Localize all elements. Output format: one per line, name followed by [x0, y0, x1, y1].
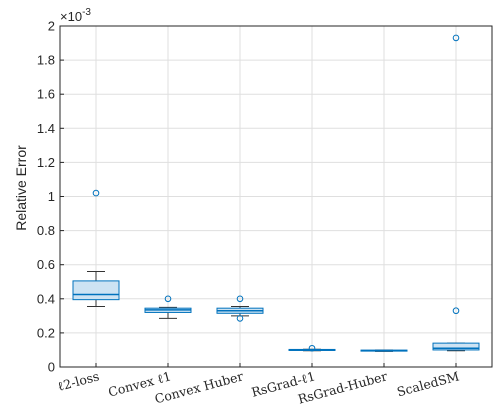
y-exponent-base: ×10 — [60, 9, 82, 24]
y-exponent-power: -3 — [82, 7, 91, 18]
y-tick-label: 1 — [48, 189, 55, 204]
box-group — [288, 344, 336, 352]
y-tick-label: 1.6 — [37, 87, 55, 102]
box — [432, 342, 480, 351]
box-group — [360, 349, 408, 352]
box-group — [216, 295, 264, 322]
grid-lines — [60, 25, 492, 368]
outlier-point — [452, 307, 460, 315]
box-group — [72, 189, 120, 307]
boxes — [72, 34, 480, 352]
box — [72, 280, 120, 301]
y-tick-label: 0.4 — [37, 291, 55, 306]
outlier-point — [92, 189, 100, 197]
y-tick-label: 0.2 — [37, 325, 55, 340]
x-tick-label: ScaledSM — [395, 368, 461, 399]
box-group — [144, 295, 192, 319]
outlier-point — [452, 34, 460, 42]
y-tick-label: 1.4 — [37, 121, 55, 136]
x-tick-label: ℓ2-loss — [56, 368, 101, 393]
outlier-point — [308, 344, 316, 352]
y-axis-label: Relative Error — [13, 145, 29, 231]
y-exponent-label: ×10-3 — [60, 7, 91, 24]
outlier-point — [236, 295, 244, 303]
outlier-point — [164, 295, 172, 303]
y-tick-label: 0.8 — [37, 223, 55, 238]
y-tick-label: 1.8 — [37, 53, 55, 68]
y-tick-label: 0 — [48, 360, 55, 375]
y-tick-label: 0.6 — [37, 257, 55, 272]
box-group — [432, 34, 480, 352]
outlier-point — [236, 315, 244, 322]
y-tick-label: 1.2 — [37, 155, 55, 170]
y-tick-label: 2 — [48, 19, 55, 34]
y-axis-ticks: 0 0.2 0.4 0.6 0.8 1 1.2 1.4 1.6 1.8 2 — [37, 19, 64, 375]
